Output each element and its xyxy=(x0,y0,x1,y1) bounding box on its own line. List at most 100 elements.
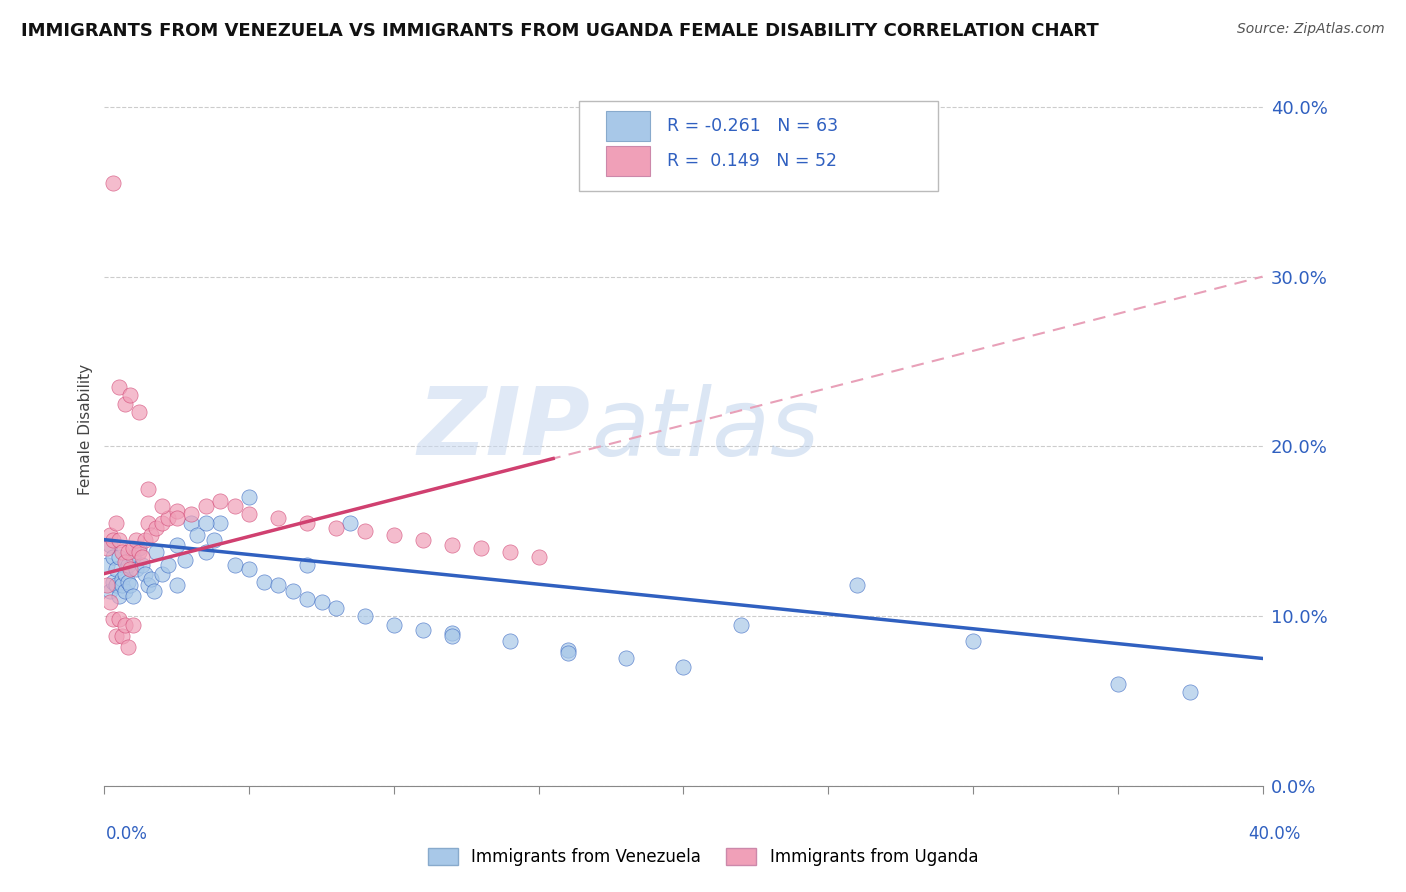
Point xyxy=(672,660,695,674)
Point xyxy=(238,507,260,521)
Point xyxy=(96,558,118,573)
Point xyxy=(614,651,637,665)
Point xyxy=(111,572,134,586)
Text: IMMIGRANTS FROM VENEZUELA VS IMMIGRANTS FROM UGANDA FEMALE DISABILITY CORRELATIO: IMMIGRANTS FROM VENEZUELA VS IMMIGRANTS … xyxy=(21,22,1099,40)
Point xyxy=(117,558,139,573)
Point xyxy=(527,549,550,564)
Point xyxy=(131,549,153,564)
Point xyxy=(238,561,260,575)
Point xyxy=(194,544,217,558)
Point xyxy=(150,516,173,530)
Point xyxy=(134,533,156,547)
Point xyxy=(238,490,260,504)
Point xyxy=(311,595,333,609)
Point xyxy=(114,566,136,581)
Point xyxy=(117,575,139,590)
Point xyxy=(101,176,124,190)
Point xyxy=(150,499,173,513)
Point xyxy=(339,516,361,530)
Point xyxy=(267,510,290,524)
Point xyxy=(139,572,162,586)
Point xyxy=(98,527,121,541)
Point xyxy=(325,600,347,615)
Point xyxy=(104,629,127,643)
Point xyxy=(128,544,150,558)
Point xyxy=(174,553,197,567)
Point xyxy=(209,516,232,530)
Point xyxy=(224,499,246,513)
Text: atlas: atlas xyxy=(591,384,820,475)
Point xyxy=(136,516,159,530)
Point xyxy=(145,544,167,558)
Point xyxy=(114,397,136,411)
Point xyxy=(295,592,318,607)
Point xyxy=(557,643,579,657)
Point xyxy=(354,524,377,538)
Point xyxy=(730,617,752,632)
Point xyxy=(499,544,522,558)
Point xyxy=(98,538,121,552)
Point xyxy=(209,493,232,508)
Point xyxy=(382,617,405,632)
Point xyxy=(846,578,869,592)
Point xyxy=(108,612,131,626)
Text: 0.0%: 0.0% xyxy=(105,825,148,843)
Point xyxy=(136,482,159,496)
Point xyxy=(128,541,150,556)
Text: Source: ZipAtlas.com: Source: ZipAtlas.com xyxy=(1237,22,1385,37)
Point xyxy=(98,595,121,609)
FancyBboxPatch shape xyxy=(606,112,650,142)
Point xyxy=(295,558,318,573)
Point xyxy=(131,558,153,573)
Point xyxy=(142,583,165,598)
Point xyxy=(114,617,136,632)
Text: 40.0%: 40.0% xyxy=(1249,825,1301,843)
FancyBboxPatch shape xyxy=(606,145,650,176)
Point xyxy=(186,527,208,541)
Point xyxy=(120,561,142,575)
Point xyxy=(499,634,522,648)
Point xyxy=(122,549,145,564)
Point xyxy=(194,499,217,513)
Point xyxy=(98,583,121,598)
FancyBboxPatch shape xyxy=(579,102,938,191)
Point xyxy=(96,578,118,592)
Point xyxy=(157,510,180,524)
Point xyxy=(101,549,124,564)
Point xyxy=(253,575,276,590)
Point xyxy=(470,541,492,556)
Point xyxy=(166,510,188,524)
Point xyxy=(962,634,984,648)
Legend: Immigrants from Venezuela, Immigrants from Uganda: Immigrants from Venezuela, Immigrants fr… xyxy=(422,841,984,873)
Point xyxy=(101,533,124,547)
Point xyxy=(325,521,347,535)
Point xyxy=(1107,677,1129,691)
Point xyxy=(136,578,159,592)
Point xyxy=(108,380,131,394)
Point xyxy=(202,533,225,547)
Point xyxy=(117,640,139,654)
Point xyxy=(157,558,180,573)
Point xyxy=(194,516,217,530)
Point xyxy=(101,575,124,590)
Point xyxy=(128,405,150,419)
Point xyxy=(180,507,202,521)
Point xyxy=(557,646,579,660)
Point xyxy=(180,516,202,530)
Point xyxy=(125,533,148,547)
Text: ZIP: ZIP xyxy=(418,384,591,475)
Point xyxy=(104,578,127,592)
Point xyxy=(104,561,127,575)
Point xyxy=(125,561,148,575)
Text: R = -0.261   N = 63: R = -0.261 N = 63 xyxy=(668,118,838,136)
Point xyxy=(108,589,131,603)
Point xyxy=(224,558,246,573)
Point xyxy=(267,578,290,592)
Point xyxy=(114,583,136,598)
Point xyxy=(122,541,145,556)
Point xyxy=(166,504,188,518)
Text: R =  0.149   N = 52: R = 0.149 N = 52 xyxy=(668,152,837,169)
Point xyxy=(114,555,136,569)
Point xyxy=(440,626,463,640)
Point xyxy=(104,516,127,530)
